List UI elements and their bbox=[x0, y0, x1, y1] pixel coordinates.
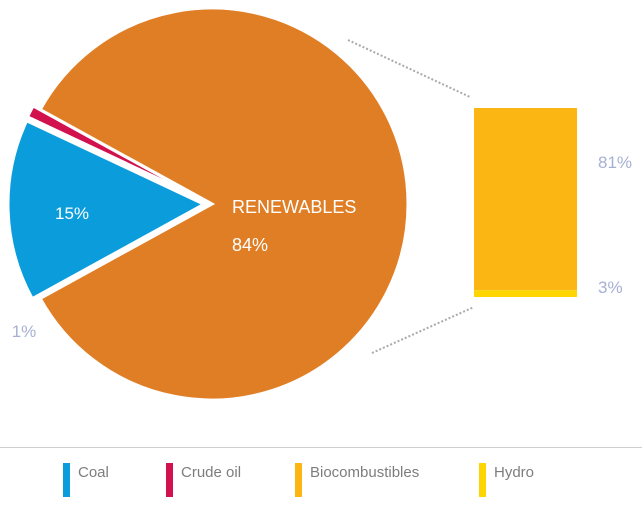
legend-swatch-hydro bbox=[479, 463, 486, 497]
bar-segment-biocombustibles bbox=[474, 108, 577, 291]
legend-label: Hydro bbox=[494, 464, 535, 481]
connector-line-bottom bbox=[371, 306, 475, 354]
legend-item-coal: Coal bbox=[63, 463, 109, 497]
legend-item-hydro: Hydro bbox=[479, 463, 534, 497]
data-labels: 15% 1% RENEWABLES 84% 81% 3% bbox=[12, 153, 632, 341]
legend-label: Biocombustibles bbox=[310, 464, 420, 481]
pie-slice-renewables bbox=[38, 6, 410, 402]
legend-swatch-coal bbox=[63, 463, 70, 497]
pie-group bbox=[6, 6, 410, 402]
legend-swatch-crude-oil bbox=[166, 463, 173, 497]
slice-label-renewables: 84% bbox=[232, 235, 268, 255]
pie-slice-coal bbox=[6, 118, 208, 301]
legend-item-crude-oil: Crude oil bbox=[166, 463, 241, 497]
bar-label-biocombustibles: 81% bbox=[598, 153, 632, 172]
legend-swatch-biocombustibles bbox=[295, 463, 302, 497]
legend-divider bbox=[0, 447, 642, 448]
slice-name-renewables: RENEWABLES bbox=[232, 197, 356, 217]
connector-line-top bbox=[347, 39, 471, 98]
legend-label: Crude oil bbox=[181, 464, 242, 481]
legend: Coal Crude oil Biocombustibles Hydro bbox=[0, 463, 642, 503]
slice-label-coal: 15% bbox=[55, 204, 89, 223]
bar-segment-hydro bbox=[474, 290, 577, 297]
breakdown-bar bbox=[474, 108, 577, 297]
connector-lines bbox=[347, 39, 475, 354]
legend-label: Coal bbox=[78, 464, 109, 481]
legend-item-biocombustibles: Biocombustibles bbox=[295, 463, 419, 497]
slice-label-crude-oil: 1% bbox=[12, 322, 37, 341]
bar-label-hydro: 3% bbox=[598, 278, 623, 297]
